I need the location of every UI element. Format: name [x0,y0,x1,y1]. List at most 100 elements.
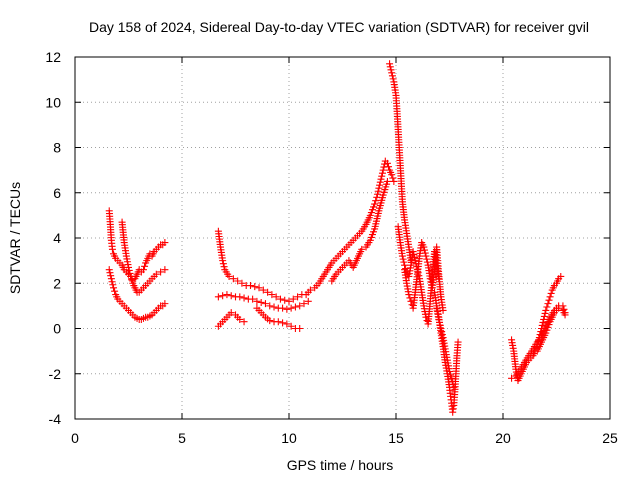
data-series [433,304,458,391]
y-tick-label: 0 [53,321,61,337]
y-tick-label: -2 [49,366,62,382]
data-point [229,275,237,283]
data-point [294,293,302,301]
data-point [125,263,132,271]
data-point-fill [111,287,119,295]
data-point [255,284,263,292]
data-point-fill [410,251,418,259]
data-point [240,318,248,326]
y-tick-label: 4 [53,230,61,246]
data-point [446,367,453,375]
data-point [240,294,248,302]
data-point [214,293,222,301]
data-series [302,157,398,299]
data-point-fill [387,66,395,74]
data-point [279,319,287,327]
data-series [386,60,415,265]
data-point [223,291,231,299]
data-point [383,177,391,185]
data-point-fill [545,296,553,304]
data-point-fill [438,328,446,336]
data-point [561,311,569,319]
data-series [533,304,569,355]
data-point-fill [389,75,397,83]
grid [75,57,610,419]
data-point [127,272,135,280]
data-point-fill [128,276,136,284]
data-point [296,302,304,310]
data-point [546,293,554,301]
data-point-fill [378,172,386,180]
x-tick-labels: 0 5 10 15 20 25 [71,430,618,446]
data-point [236,293,244,301]
data-point-fill [540,312,548,320]
data-point-fill [388,72,396,80]
data-series [214,309,248,330]
data-point [555,304,563,312]
data-point [291,303,299,311]
data-point [300,300,308,308]
data-point-fill [423,258,431,266]
data-point [377,175,385,183]
data-point-fill [107,272,115,280]
data-point-fill [108,278,116,286]
data-point [246,282,254,290]
data-point-fill [423,255,431,263]
data-point [152,270,160,278]
data-point [279,304,287,312]
data-point [225,272,233,280]
data-point-fill [220,263,228,271]
data-point-fill [399,255,407,263]
data-point [287,304,295,312]
data-point [422,252,430,260]
data-point [110,284,118,292]
data-point [358,245,366,253]
data-point [227,292,235,300]
x-tick-label: 10 [281,430,297,446]
data-point-fill [126,269,134,277]
x-tick-label: 15 [388,430,404,446]
data-point-fill [421,249,429,257]
data-point [375,184,383,192]
data-point-fill [376,181,384,189]
data-point [251,283,259,291]
axis-ticks [74,56,611,420]
data-point [139,266,147,274]
data-point [270,303,278,311]
data-point [157,268,165,276]
x-axis-label: GPS time / hours [287,457,394,473]
data-point [236,315,244,323]
data-point-fill [402,265,410,273]
data-point [259,286,267,294]
data-point-fill [411,254,419,262]
data-point [544,300,552,308]
data-series [328,177,391,285]
data-series [118,218,169,296]
data-point [266,317,274,325]
data-point [426,275,434,283]
y-tick-label: 12 [45,49,61,65]
data-point [285,297,293,305]
data-point [398,252,406,260]
data-point [257,298,265,306]
data-point [454,338,462,346]
data-point [268,291,276,299]
data-point [405,291,413,299]
data-series [105,207,169,285]
data-point [508,374,516,382]
data-point-fill [400,258,408,266]
data-point-fill [415,272,423,280]
data-points [105,60,569,416]
data-point [161,300,169,308]
data-point [388,171,396,179]
data-point [439,306,447,314]
data-point [266,302,274,310]
y-tick-labels: -4 -2 0 2 4 6 8 10 12 [45,49,61,427]
data-point [289,295,297,303]
data-point [437,325,445,332]
data-point [272,293,280,301]
data-point-fill [373,190,381,198]
data-point-fill [386,63,394,71]
y-tick-label: -4 [49,411,62,427]
data-point [379,166,387,174]
